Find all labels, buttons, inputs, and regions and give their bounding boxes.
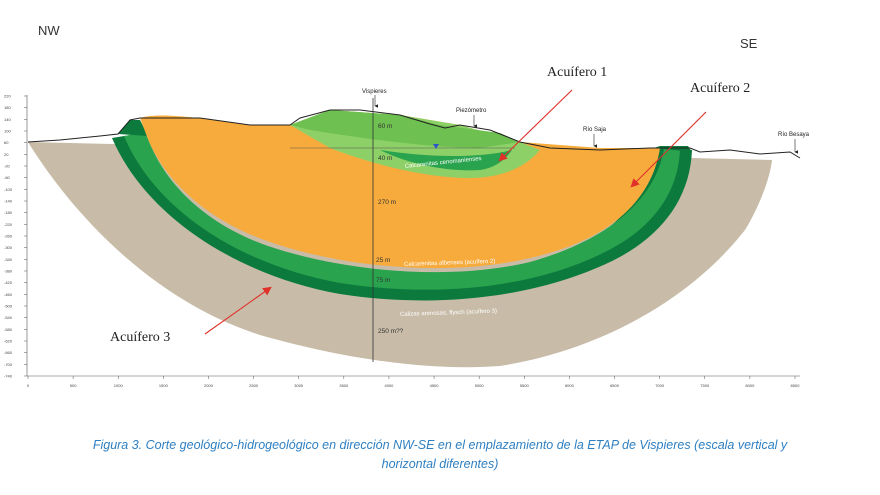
y-tick-label: -380 xyxy=(4,269,13,274)
thickness-40m: 40 m xyxy=(378,155,392,162)
y-tick-label: -340 xyxy=(4,257,13,262)
y-tick-label: -420 xyxy=(4,280,13,285)
label-albian: Calcarenitas albenses (acuífero 2) xyxy=(404,259,496,268)
caption-line-2: horizontal diferentes) xyxy=(381,457,499,471)
aquifer-2-arrow xyxy=(630,111,707,188)
label-rio-besaya: Río Besaya xyxy=(778,132,810,138)
aquifer-1-arrow xyxy=(498,89,573,162)
x-tick-label: 7500 xyxy=(700,383,710,388)
topography-line xyxy=(27,109,801,159)
y-tick-label: -180 xyxy=(4,210,13,215)
callout-aquifer-3: Acuífero 3 xyxy=(110,330,170,345)
y-tick-label: 60 xyxy=(4,140,9,145)
label-vispieres: Vispieres xyxy=(362,89,387,95)
x-tick-label: 3500 xyxy=(339,383,349,388)
y-tick-label: -540 xyxy=(4,315,13,320)
water-level-marker xyxy=(433,144,439,149)
y-tick-label: 180 xyxy=(4,105,11,110)
orientation-se: SE xyxy=(740,36,758,51)
label-limestone: Calizas arenosas, flysch (acuífero 3) xyxy=(400,309,497,318)
x-tick-label: 500 xyxy=(70,383,77,388)
x-tick-label: 1000 xyxy=(114,383,124,388)
layer-albian-outer xyxy=(112,134,692,301)
x-tick-label: 2500 xyxy=(249,383,259,388)
x-tick-label: 6500 xyxy=(610,383,620,388)
y-tick-label: -140 xyxy=(4,199,13,204)
y-tick-label: -700 xyxy=(4,362,13,367)
x-tick-label: 8500 xyxy=(791,383,801,388)
y-tick-label: 100 xyxy=(4,129,11,134)
thickness-60m: 60 m xyxy=(378,123,392,130)
y-tick-label: -20 xyxy=(4,164,11,169)
x-tick-label: 3000 xyxy=(294,383,304,388)
y-tick-label: -660 xyxy=(4,350,13,355)
aquifer-3-arrow xyxy=(204,286,272,335)
y-tick-label: 20 xyxy=(4,152,9,157)
x-tick-label: 8000 xyxy=(745,383,755,388)
x-tick-label: 2000 xyxy=(204,383,214,388)
y-tick-label: -500 xyxy=(4,304,13,309)
y-tick-label: -620 xyxy=(4,339,13,344)
callout-aquifer-2: Acuífero 2 xyxy=(690,81,750,96)
caption-line-1: Figura 3. Corte geológico-hidrogeológico… xyxy=(92,438,788,452)
x-tick-label: 6000 xyxy=(565,383,575,388)
x-tick-label: 7000 xyxy=(655,383,665,388)
y-tick-label: -580 xyxy=(4,327,13,332)
y-tick-label: -460 xyxy=(4,292,13,297)
y-tick-label: 220 xyxy=(4,94,11,99)
layer-albian xyxy=(124,133,680,290)
y-tick-label: -300 xyxy=(4,245,13,250)
y-tick-label: -220 xyxy=(4,222,13,227)
albian-outcrop-nw xyxy=(118,120,148,136)
x-tick-label: 4000 xyxy=(384,383,394,388)
x-tick-label: 5000 xyxy=(475,383,485,388)
thickness-75m: 75 m xyxy=(376,277,390,284)
layer-cenomanian-top xyxy=(290,110,520,148)
x-tick-label: 4500 xyxy=(430,383,440,388)
label-rio-saja: Río Saja xyxy=(583,127,607,133)
callout-aquifer-1: Acuífero 1 xyxy=(547,65,607,80)
orientation-nw: NW xyxy=(38,23,60,38)
y-tick-label: 140 xyxy=(4,117,11,122)
y-tick-label: -260 xyxy=(4,234,13,239)
thickness-270m: 270 m xyxy=(378,199,396,206)
label-piezometer: Piezómetro xyxy=(456,108,487,114)
geological-cross-section: NW SE 220 180 140 100 60 20 -20 -60 -100 -140 -180… xyxy=(4,23,810,388)
figure-caption: Figura 3. Corte geológico-hidrogeológico… xyxy=(20,436,860,474)
y-tick-label: -740 xyxy=(4,374,13,379)
x-axis-ticks: 0 500 1000 1500 2000 2500 3000 3500 4000 4500 5000… xyxy=(27,376,800,388)
y-tick-label: -60 xyxy=(4,175,11,180)
y-tick-label: -100 xyxy=(4,187,13,192)
cenomanian-inner-band xyxy=(380,150,512,171)
x-tick-label: 0 xyxy=(27,383,30,388)
y-axis-ticks: 220 180 140 100 60 20 -20 -60 -100 -140 -180 -220 -2… xyxy=(4,94,27,379)
x-tick-label: 5500 xyxy=(520,383,530,388)
x-tick-label: 1500 xyxy=(159,383,169,388)
thickness-250m: 250 m?? xyxy=(378,328,404,335)
thickness-25m: 25 m xyxy=(376,257,390,264)
